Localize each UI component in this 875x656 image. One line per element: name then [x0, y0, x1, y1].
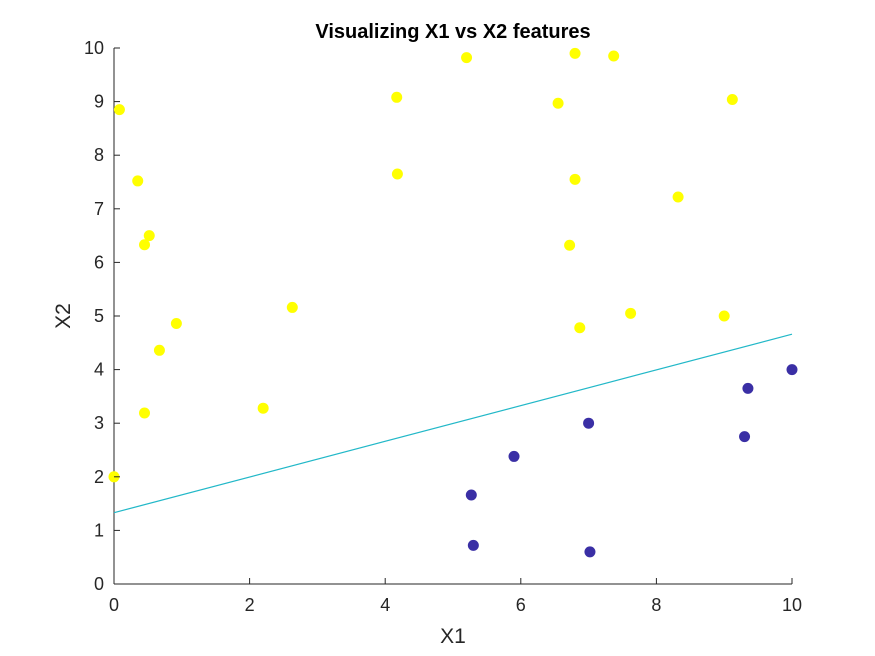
- y-tick-label: 4: [94, 360, 104, 380]
- x-tick-label: 0: [109, 595, 119, 615]
- scatter-point-series-1: [608, 50, 620, 62]
- y-axis-label: X2: [52, 303, 75, 329]
- x-tick-label: 4: [380, 595, 390, 615]
- scatter-point-series-1: [170, 318, 182, 330]
- scatter-point-series-2: [467, 539, 479, 551]
- scatter-point-series-1: [672, 191, 684, 203]
- scatter-point-series-1: [139, 407, 151, 419]
- y-tick-label: 8: [94, 145, 104, 165]
- scatter-point-series-1: [113, 104, 125, 116]
- y-axis-ticks: 0 1 2 3 4 5 6 7 8 9 10: [84, 38, 120, 594]
- scatter-point-series-1: [564, 239, 576, 251]
- scatter-point-series-1: [139, 239, 151, 251]
- boundary-line: [113, 333, 793, 514]
- scatter-point-series-1: [391, 91, 403, 103]
- y-tick-label: 0: [94, 574, 104, 594]
- x-axis-ticks: 0 2 4 6 8 10: [109, 578, 802, 615]
- scatter-point-series-2: [742, 382, 754, 394]
- scatter-point-series-2: [739, 431, 751, 443]
- scatter-point-series-1: [153, 344, 165, 356]
- scatter-point-series-2: [583, 417, 595, 429]
- scatter-point-series-1: [574, 322, 586, 334]
- scatter-point-series-1: [552, 97, 564, 109]
- scatter-point-series-1: [143, 230, 155, 242]
- y-tick-label: 10: [84, 38, 104, 58]
- scatter-point-series-1: [257, 402, 269, 414]
- x-tick-label: 8: [651, 595, 661, 615]
- x-axis-label: X1: [440, 625, 466, 648]
- x-tick-label: 2: [245, 595, 255, 615]
- scatter-point-series-1: [391, 168, 403, 180]
- scatter-point-series-1: [286, 301, 298, 313]
- y-tick-label: 3: [94, 413, 104, 433]
- x-tick-label: 10: [782, 595, 802, 615]
- scatter-point-series-1: [569, 47, 581, 59]
- y-tick-label: 2: [94, 467, 104, 487]
- scatter-point-series-2: [584, 546, 596, 558]
- plot-area: [108, 47, 798, 585]
- chart-title: Visualizing X1 vs X2 features: [315, 21, 590, 43]
- scatter-point-series-1: [132, 175, 144, 187]
- y-tick-label: 1: [94, 520, 104, 540]
- scatter-point-series-2: [508, 450, 520, 462]
- scatter-point-series-1: [569, 173, 581, 185]
- y-tick-label: 6: [94, 252, 104, 272]
- scatter-point-series-1: [625, 307, 637, 319]
- scatter-point-series-1: [726, 93, 738, 105]
- scatter-point-series-1: [461, 52, 473, 64]
- y-tick-label: 5: [94, 306, 104, 326]
- scatter-point-series-2: [465, 489, 477, 501]
- x-tick-label: 6: [516, 595, 526, 615]
- y-tick-label: 7: [94, 199, 104, 219]
- scatter-point-series-1: [718, 310, 730, 322]
- scatter-point-series-2: [786, 364, 798, 376]
- y-tick-label: 9: [94, 92, 104, 112]
